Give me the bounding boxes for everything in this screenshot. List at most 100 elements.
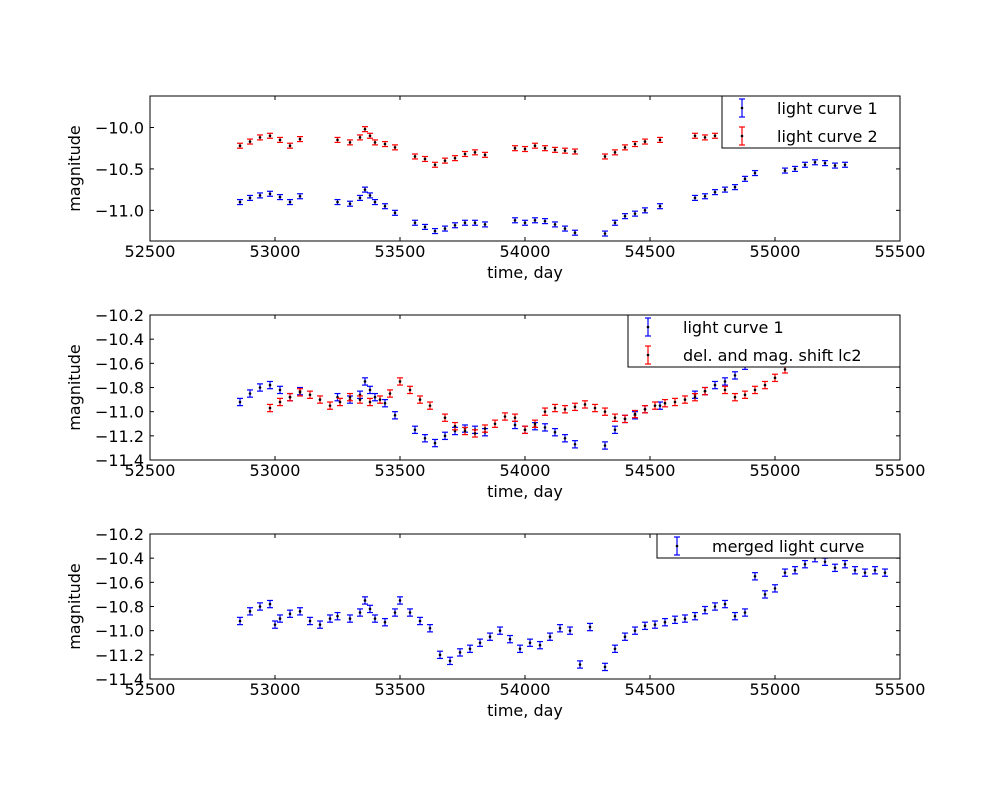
data-point <box>572 148 578 155</box>
data-point <box>247 607 253 616</box>
data-point <box>357 194 363 201</box>
data-point <box>417 616 423 626</box>
data-point <box>602 441 608 450</box>
data-point <box>532 217 538 224</box>
data-layer <box>237 126 848 237</box>
data-point <box>437 650 443 660</box>
data-point <box>632 626 638 635</box>
y-tick-label: −10.6 <box>95 573 144 592</box>
data-point <box>307 616 313 626</box>
x-tick-label: 55500 <box>875 461 926 480</box>
data-point <box>247 138 253 145</box>
data-point <box>367 192 373 199</box>
data-layer <box>237 553 888 672</box>
data-point <box>752 385 758 395</box>
data-point <box>532 142 538 149</box>
data-point <box>602 153 608 160</box>
data-point <box>372 614 378 623</box>
x-tick-label: 53000 <box>250 461 301 480</box>
data-point <box>267 132 273 139</box>
data-point <box>532 419 538 428</box>
data-point <box>257 192 263 199</box>
series-1 <box>237 126 718 168</box>
y-tick-label: −10.2 <box>95 306 144 325</box>
x-tick-label: 52500 <box>125 461 176 480</box>
data-point <box>507 634 513 644</box>
data-point <box>357 608 363 617</box>
x-tick-label: 52500 <box>125 680 176 699</box>
panel-top: 52500 53000 53500 54000 54500 55000 55500 −10.0… <box>65 95 925 282</box>
data-point <box>517 644 523 654</box>
data-point <box>412 153 418 160</box>
data-point <box>572 402 578 412</box>
legend-label: del. and mag. shift lc2 <box>683 346 862 365</box>
data-point <box>842 559 848 569</box>
data-layer <box>237 361 788 450</box>
data-point <box>512 217 518 224</box>
data-point <box>872 566 878 575</box>
data-point <box>657 136 663 143</box>
y-tick-label: −11.0 <box>95 622 144 641</box>
data-point <box>702 386 708 396</box>
data-point <box>362 596 368 605</box>
x-axis-label: time, day <box>487 482 563 501</box>
x-tick-label: 55000 <box>750 242 801 261</box>
data-point <box>542 407 548 416</box>
data-point <box>612 413 618 422</box>
data-point <box>632 409 638 419</box>
x-tick-label: 54000 <box>500 242 551 261</box>
data-point <box>662 617 668 627</box>
data-point <box>547 632 553 641</box>
data-point <box>277 136 283 143</box>
data-point <box>362 377 368 386</box>
data-point <box>392 209 398 216</box>
data-point <box>457 648 463 657</box>
legend-label: merged light curve <box>712 537 864 556</box>
data-point <box>522 425 528 435</box>
data-point <box>552 427 558 437</box>
data-point <box>372 139 378 146</box>
data-point <box>602 407 608 416</box>
data-point <box>362 186 368 193</box>
data-point <box>562 225 568 232</box>
data-point <box>442 157 448 164</box>
y-tick-label: −11.2 <box>95 427 144 446</box>
data-point <box>562 147 568 154</box>
data-point <box>612 644 618 654</box>
data-point <box>297 193 303 200</box>
data-point <box>327 614 333 623</box>
data-point <box>267 599 273 609</box>
data-point <box>622 414 628 424</box>
data-point <box>487 632 493 641</box>
data-point <box>792 566 798 575</box>
data-point <box>812 159 818 166</box>
data-point <box>257 383 263 392</box>
legend-box <box>627 314 901 368</box>
data-point <box>522 219 528 226</box>
data-point <box>657 203 663 210</box>
data-point <box>452 421 458 431</box>
x-tick-label: 54000 <box>500 680 551 699</box>
data-point <box>642 207 648 214</box>
x-tick-label: 55000 <box>750 680 801 699</box>
data-point <box>782 568 788 577</box>
x-tick-label: 54500 <box>625 242 676 261</box>
data-point <box>327 401 333 410</box>
data-point <box>427 624 433 633</box>
data-point <box>442 225 448 232</box>
data-point <box>287 198 293 206</box>
data-point <box>582 400 588 409</box>
panel-middle: 52500 53000 53500 54000 54500 55000 55500 −10.2… <box>65 306 925 501</box>
data-point <box>472 219 478 226</box>
series-1 <box>267 365 788 438</box>
data-point <box>247 389 253 398</box>
data-point <box>317 620 323 629</box>
data-point <box>702 605 708 615</box>
data-point <box>432 227 438 235</box>
data-point <box>572 229 578 236</box>
data-point <box>462 150 468 158</box>
data-point <box>337 397 343 407</box>
data-point <box>632 210 638 217</box>
y-tick-label: −10.0 <box>95 118 144 137</box>
